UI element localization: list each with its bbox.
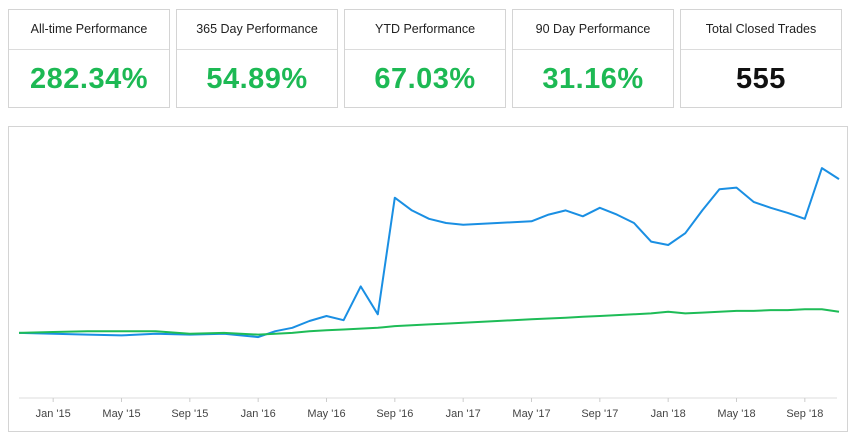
card-value: 54.89% [206,63,308,95]
card-title: 90 Day Performance [513,10,673,50]
benchmark-series-line [18,308,840,336]
performance-chart[interactable]: Jan '15 May '15 Sep '15 Jan '16 May '16 Sep '… [8,126,848,432]
x-tick-label: Sep '16 [376,408,413,420]
x-tick-label: Sep '17 [581,408,618,420]
card-90-day: 90 Day Performance 31.16% [512,9,674,108]
card-title: 365 Day Performance [177,10,337,50]
card-title: YTD Performance [345,10,505,50]
x-tick-label: May '17 [512,408,550,420]
card-title: Total Closed Trades [681,10,841,50]
chart-canvas[interactable]: Jan '15 May '15 Sep '15 Jan '16 May '16 Sep '… [9,127,847,431]
card-all-time: All-time Performance 282.34% [8,9,170,108]
x-tick-label: Jan '16 [241,408,276,420]
x-tick-label: Jan '18 [651,408,686,420]
x-tick-label: May '15 [102,408,140,420]
x-axis-ticks: Jan '15 May '15 Sep '15 Jan '16 May '16 Sep '… [36,398,823,420]
x-tick-label: May '18 [717,408,755,420]
card-value: 282.34% [30,63,148,95]
card-value: 67.03% [374,63,476,95]
x-tick-label: May '16 [307,408,345,420]
card-total-closed-trades: Total Closed Trades 555 [680,9,842,108]
portfolio-series-line [18,167,840,339]
stat-cards: All-time Performance 282.34% 365 Day Per… [8,9,844,110]
card-ytd: YTD Performance 67.03% [344,9,506,108]
card-value: 31.16% [542,63,644,95]
card-title: All-time Performance [9,10,169,50]
card-value: 555 [736,63,786,95]
card-365-day: 365 Day Performance 54.89% [176,9,338,108]
x-tick-label: Jan '15 [36,408,71,420]
series-layer [18,167,840,339]
x-tick-label: Jan '17 [446,408,481,420]
x-tick-label: Sep '18 [786,408,823,420]
x-tick-label: Sep '15 [171,408,208,420]
